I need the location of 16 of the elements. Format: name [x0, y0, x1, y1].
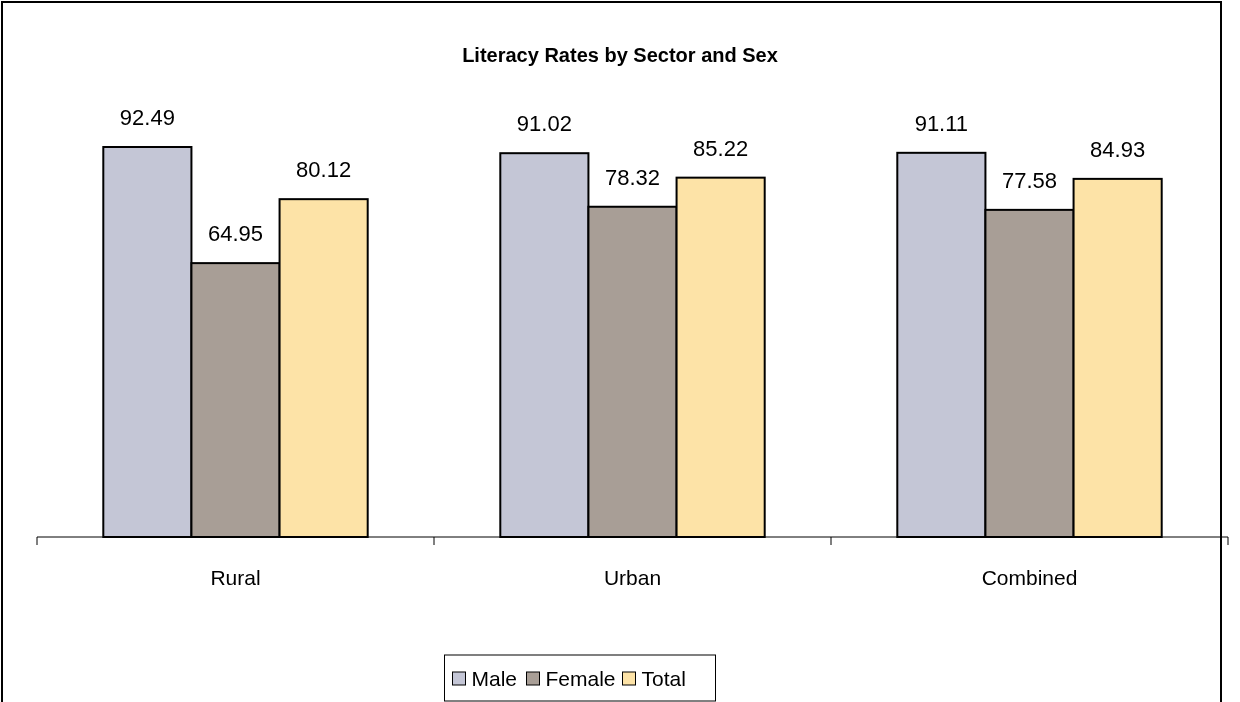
legend-label: Male	[471, 667, 518, 690]
data-label: 84.93	[1090, 136, 1146, 162]
legend-label: Female	[545, 667, 616, 690]
data-label: 85.22	[693, 135, 749, 161]
chart-title: Literacy Rates by Sector and Sex	[462, 44, 778, 66]
legend-label: Total	[641, 667, 686, 690]
x-tick-label: Urban	[603, 566, 662, 589]
data-label: 64.95	[207, 221, 264, 247]
x-tick-label: Combined	[981, 566, 1078, 589]
x-tick-label: Rural	[210, 566, 261, 589]
data-label: 91.02	[516, 111, 572, 137]
data-label: 91.11	[914, 110, 969, 136]
data-label: 80.12	[296, 157, 352, 183]
data-label: 78.32	[604, 164, 661, 190]
data-label: 92.49	[119, 105, 175, 130]
data-label: 77.58	[1001, 167, 1058, 193]
